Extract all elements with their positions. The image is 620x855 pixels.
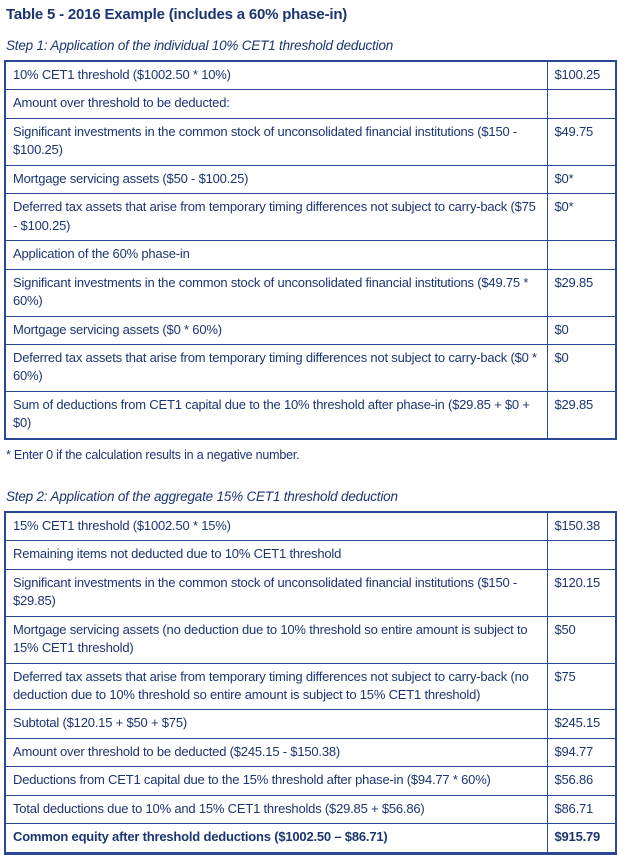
row-label: Deductions from CET1 capital due to the … — [4, 766, 548, 796]
row-label: Application of the 60% phase-in — [4, 240, 548, 270]
row-label: Remaining items not deducted due to 10% … — [4, 540, 548, 570]
row-value: $86.71 — [546, 794, 617, 825]
row-value: $245.15 — [546, 709, 617, 739]
row-value: $150.38 — [546, 511, 617, 542]
table-row: Mortgage servicing assets ($50 - $100.25… — [4, 164, 617, 195]
row-value: $0* — [546, 193, 617, 242]
row-label: Mortgage servicing assets (no deduction … — [4, 615, 548, 664]
table-row: Remaining items not deducted due to 10% … — [4, 540, 617, 570]
step2-table: 15% CET1 threshold ($1002.50 * 15%) $150… — [4, 510, 617, 855]
row-value — [546, 89, 617, 119]
table-row: Mortgage servicing assets (no deduction … — [4, 615, 617, 664]
table-row: 10% CET1 threshold ($1002.50 * 10%) $100… — [4, 60, 617, 91]
row-label: Common equity after threshold deductions… — [4, 823, 548, 854]
row-label: 15% CET1 threshold ($1002.50 * 15%) — [4, 511, 548, 542]
row-label: Sum of deductions from CET1 capital due … — [4, 390, 548, 440]
table-row: Application of the 60% phase-in — [4, 240, 617, 270]
row-value — [546, 240, 617, 270]
row-value: $915.79 — [546, 823, 617, 854]
row-value: $29.85 — [546, 390, 617, 440]
table-row: Amount over threshold to be deducted: — [4, 89, 617, 119]
table-row: Mortgage servicing assets ($0 * 60%) $0 — [4, 315, 617, 345]
table-row: Significant investments in the common st… — [4, 268, 617, 317]
row-label: Deferred tax assets that arise from temp… — [4, 343, 548, 392]
row-label: Mortgage servicing assets ($0 * 60%) — [4, 315, 548, 345]
row-value: $56.86 — [546, 766, 617, 796]
row-value: $50 — [546, 615, 617, 664]
row-label: Subtotal ($120.15 + $50 + $75) — [4, 709, 548, 739]
table-row: Deductions from CET1 capital due to the … — [4, 766, 617, 796]
table-row: Subtotal ($120.15 + $50 + $75) $245.15 — [4, 709, 617, 739]
row-label: Mortgage servicing assets ($50 - $100.25… — [4, 164, 548, 195]
row-label: Deferred tax assets that arise from temp… — [4, 662, 548, 711]
step1-heading: Step 1: Application of the individual 10… — [6, 38, 394, 53]
footnote: * Enter 0 if the calculation results in … — [6, 447, 300, 462]
step1-section: Step 1: Application of the individual 10… — [4, 38, 617, 462]
row-label: 10% CET1 threshold ($1002.50 * 10%) — [4, 60, 548, 91]
row-label: Amount over threshold to be deducted: — [4, 89, 548, 119]
row-label: Significant investments in the common st… — [4, 117, 548, 166]
table-row: Deferred tax assets that arise from temp… — [4, 193, 617, 242]
table-row: Total deductions due to 10% and 15% CET1… — [4, 794, 617, 825]
row-value: $49.75 — [546, 117, 617, 166]
table-row: Amount over threshold to be deducted ($2… — [4, 737, 617, 768]
row-value: $75 — [546, 662, 617, 711]
row-value: $120.15 — [546, 568, 617, 617]
row-value: $29.85 — [546, 268, 617, 317]
row-label: Total deductions due to 10% and 15% CET1… — [4, 794, 548, 825]
table-row: 15% CET1 threshold ($1002.50 * 15%) $150… — [4, 511, 617, 542]
table-row: Deferred tax assets that arise from temp… — [4, 662, 617, 711]
row-label: Amount over threshold to be deducted ($2… — [4, 737, 548, 768]
row-label: Significant investments in the common st… — [4, 268, 548, 317]
row-value — [546, 540, 617, 570]
table-row: Common equity after threshold deductions… — [4, 823, 617, 854]
row-value: $94.77 — [546, 737, 617, 768]
row-value: $0 — [546, 315, 617, 345]
step2-section: Step 2: Application of the aggregate 15%… — [4, 489, 617, 855]
table-row: Significant investments in the common st… — [4, 568, 617, 617]
row-label: Deferred tax assets that arise from temp… — [4, 193, 548, 242]
row-value: $0* — [546, 164, 617, 195]
row-label: Significant investments in the common st… — [4, 568, 548, 617]
table-row: Deferred tax assets that arise from temp… — [4, 343, 617, 392]
page-title: Table 5 - 2016 Example (includes a 60% p… — [6, 6, 348, 23]
step1-table: 10% CET1 threshold ($1002.50 * 10%) $100… — [4, 60, 617, 440]
step2-heading: Step 2: Application of the aggregate 15%… — [6, 488, 398, 504]
table-row: Sum of deductions from CET1 capital due … — [4, 390, 617, 440]
row-value: $100.25 — [546, 60, 617, 91]
row-value: $0 — [546, 343, 617, 392]
table-row: Significant investments in the common st… — [4, 117, 617, 166]
